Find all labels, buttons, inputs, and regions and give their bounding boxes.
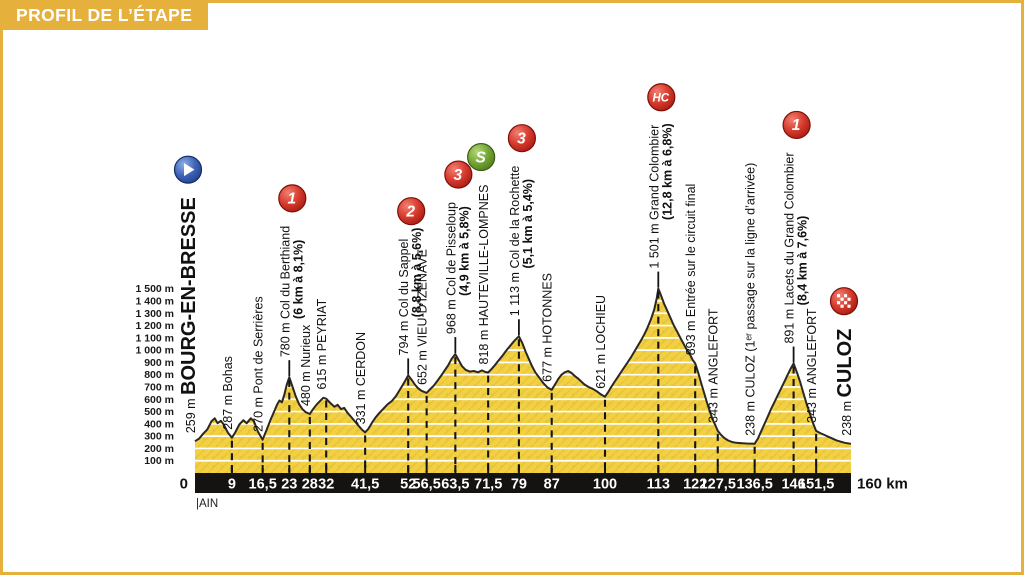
svg-text:1: 1	[287, 191, 296, 208]
svg-text:200 m: 200 m	[144, 443, 174, 455]
svg-text:9: 9	[228, 477, 236, 493]
svg-text:500 m: 500 m	[144, 406, 174, 418]
badge-cat1-icon: 1	[782, 110, 811, 140]
point-label: 621 m LOCHIEU	[594, 295, 608, 389]
svg-text:71,5: 71,5	[474, 477, 502, 493]
point-label: 652 m VIEU-D’IZENAVE	[416, 249, 430, 385]
point-label: 287 m Bohas	[221, 356, 235, 430]
point-label: 343 m ANGLEFORT	[805, 308, 819, 423]
point-label: 780 m Col du Berthiand(6 km à 8,1%)	[278, 226, 305, 357]
point-label: 238 m CULOZ	[834, 329, 856, 436]
svg-text:56,5: 56,5	[413, 477, 441, 493]
svg-text:0: 0	[180, 476, 188, 493]
svg-text:600 m: 600 m	[144, 394, 174, 406]
badge-cat3-icon: 3	[507, 124, 537, 153]
badge-cat2-icon: 2	[397, 197, 426, 226]
point-label: 968 m Col de Pisseloup(4,9 km à 5,8%)	[444, 202, 471, 334]
svg-text:28: 28	[302, 477, 318, 493]
svg-text:700 m: 700 m	[144, 381, 174, 393]
point-label: 343 m ANGLEFORT	[707, 308, 721, 423]
svg-text:1 400 m: 1 400 m	[135, 295, 174, 307]
badge-hc-icon: HC	[647, 83, 676, 112]
point-label: 1 113 m Col de la Rochette(5,1 km à 5,4%…	[508, 166, 535, 317]
badge-finish-icon	[829, 287, 859, 316]
point-label: 677 m HOTONNES	[541, 273, 555, 382]
point-labels: 259 m BOURG-EN-BRESSE 287 m Bohas 270 m Po…	[178, 123, 856, 435]
svg-text:63,5: 63,5	[441, 477, 469, 493]
svg-text:136,5: 136,5	[737, 477, 773, 493]
svg-text:41,5: 41,5	[351, 477, 379, 493]
point-label: 794 m Col du Sappel(8,8 km à 5,6%)	[397, 228, 424, 356]
svg-text:151,5: 151,5	[798, 477, 834, 493]
badge-start-icon	[173, 155, 203, 184]
point-label: 891 m Lacets du Grand Colombier(8,4 km à…	[783, 152, 810, 343]
svg-text:146: 146	[781, 477, 805, 493]
svg-text:127,5: 127,5	[700, 477, 736, 493]
svg-text:52: 52	[400, 477, 416, 493]
svg-text:87: 87	[544, 477, 560, 493]
svg-text:3: 3	[517, 130, 526, 147]
point-label: 480 m Nurieux	[299, 324, 313, 406]
point-label: 615 m PEYRIAT	[315, 298, 329, 389]
point-label: 1 501 m Grand Colombier(12,8 km à 6,8%)	[647, 123, 674, 268]
point-label: 259 m BOURG-EN-BRESSE	[178, 197, 200, 433]
point-label: 893 m Entrée sur le circuit final	[684, 184, 698, 356]
svg-text:32: 32	[318, 477, 334, 493]
point-label: 818 m HAUTEVILLE-LOMPNES	[477, 185, 491, 365]
svg-text:1 100 m: 1 100 m	[135, 332, 174, 344]
y-axis-labels: 1 500 m1 400 m1 300 m1 200 m1 100 m1 000…	[135, 283, 174, 467]
svg-text:16,5: 16,5	[249, 477, 277, 493]
svg-text:400 m: 400 m	[144, 418, 174, 430]
point-label: 238 m CULOZ (1ᵉʳ passage sur la ligne d’…	[744, 163, 758, 436]
svg-text:100: 100	[593, 477, 617, 493]
svg-text:113: 113	[647, 477, 670, 493]
elevation-outline	[194, 287, 852, 445]
badge-cat3-icon: 3	[444, 160, 473, 189]
point-label: 270 m Pont de Serrières	[252, 296, 266, 432]
svg-text:800 m: 800 m	[144, 369, 174, 381]
page-title: PROFIL DE L’ÉTAPE	[16, 5, 193, 25]
svg-text:1 500 m: 1 500 m	[135, 283, 174, 295]
svg-text:1 300 m: 1 300 m	[135, 308, 174, 320]
svg-text:HC: HC	[652, 92, 669, 104]
department-label: |AIN	[196, 498, 218, 510]
svg-text:900 m: 900 m	[144, 357, 174, 369]
point-locator-lines	[230, 291, 818, 472]
svg-text:122: 122	[683, 477, 707, 493]
svg-text:1 200 m: 1 200 m	[135, 320, 174, 332]
svg-text:23: 23	[281, 477, 297, 493]
page-title-banner: PROFIL DE L’ÉTAPE	[0, 0, 208, 30]
svg-text:79: 79	[511, 477, 527, 493]
svg-text:2: 2	[405, 203, 415, 220]
point-label: 331 m CERDON	[354, 332, 368, 424]
badge-cat1-icon: 1	[278, 184, 307, 213]
svg-text:160 km: 160 km	[857, 476, 908, 493]
svg-text:1: 1	[792, 117, 801, 134]
svg-text:100 m: 100 m	[144, 455, 174, 467]
badge-sprint-icon: S	[467, 142, 496, 172]
svg-text:S: S	[475, 149, 486, 166]
svg-text:3: 3	[454, 167, 463, 184]
svg-text:300 m: 300 m	[144, 431, 174, 443]
svg-text:1 000 m: 1 000 m	[135, 345, 174, 357]
